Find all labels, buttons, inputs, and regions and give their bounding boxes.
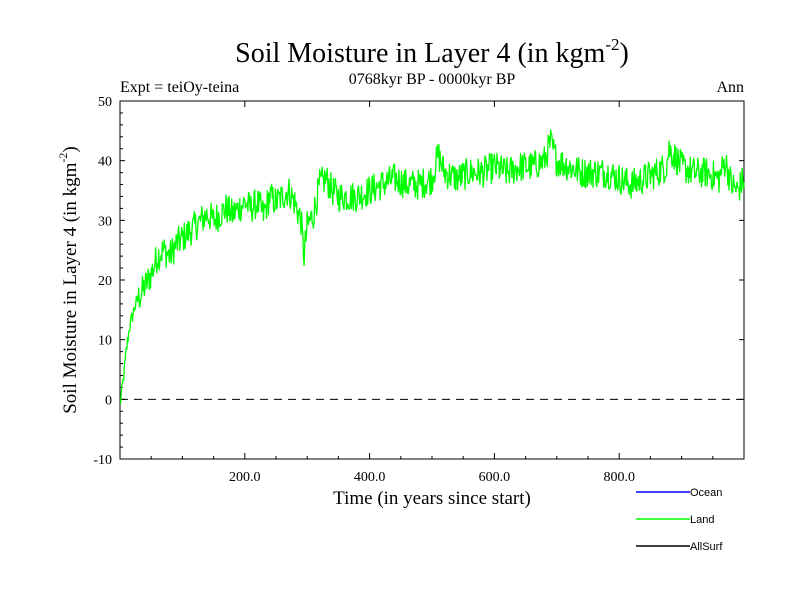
y-tick-label: 30 <box>98 214 112 229</box>
legend-label-land: Land <box>690 514 714 526</box>
experiment-label: Expt = teiOy-teina <box>120 79 239 96</box>
legend-label-ocean: Ocean <box>690 487 722 499</box>
plot-frame <box>119 100 745 460</box>
season-label: Ann <box>716 79 744 96</box>
chart-title-close: ) <box>620 38 629 69</box>
chart-title-main: Soil Moisture in Layer 4 (in kgm <box>235 38 605 69</box>
legend-label-allsurf: AllSurf <box>690 541 723 553</box>
y-tick-label: 40 <box>98 155 112 170</box>
y-axis-title-close: ) <box>60 146 81 152</box>
x-tick-label: 600.0 <box>479 470 511 485</box>
y-tick-label: 50 <box>98 95 112 110</box>
legend: Ocean Land AllSurf <box>636 487 723 553</box>
chart-title-sup: -2 <box>605 35 619 54</box>
x-axis: 200.0 400.0 600.0 800.0 <box>150 101 714 485</box>
series-group <box>119 129 745 404</box>
y-axis: -10 0 10 20 30 40 50 <box>93 95 744 468</box>
x-tick-label: 400.0 <box>354 470 386 485</box>
x-tick-label: 800.0 <box>603 470 635 485</box>
series-line-land <box>119 129 745 404</box>
chart-subtitle: 0768kyr BP - 0000kyr BP <box>349 71 516 88</box>
x-axis-title: Time (in years since start) <box>333 488 531 509</box>
y-axis-title-sup: -2 <box>56 153 70 163</box>
y-axis-title-main: Soil Moisture in Layer 4 (in kgm <box>60 162 81 413</box>
y-tick-label: -10 <box>93 453 112 468</box>
y-axis-title: Soil Moisture in Layer 4 (in kgm-2) <box>56 146 81 414</box>
chart-title: Soil Moisture in Layer 4 (in kgm-2) <box>235 35 629 69</box>
y-tick-label: 10 <box>98 334 112 349</box>
x-tick-label: 200.0 <box>229 470 261 485</box>
y-tick-label: 20 <box>98 274 112 289</box>
y-tick-label: 0 <box>105 393 112 408</box>
